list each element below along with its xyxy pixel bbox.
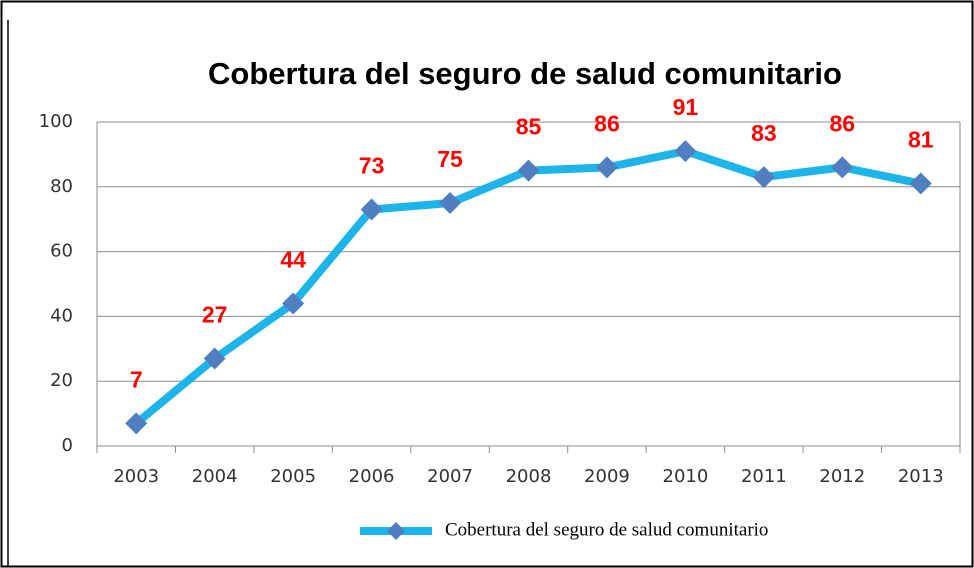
marker bbox=[595, 156, 618, 179]
x-tick-label: 2005 bbox=[270, 466, 316, 487]
y-tick-label: 20 bbox=[50, 370, 73, 391]
data-label: 86 bbox=[830, 110, 856, 136]
marker bbox=[517, 159, 540, 182]
data-label: 27 bbox=[202, 302, 228, 328]
y-tick-label: 100 bbox=[39, 111, 73, 132]
marker bbox=[125, 412, 148, 435]
x-tick-label: 2009 bbox=[584, 466, 630, 487]
legend-label: Cobertura del seguro de salud comunitari… bbox=[445, 519, 768, 540]
y-tick-label: 40 bbox=[50, 305, 73, 326]
data-label: 91 bbox=[673, 94, 699, 120]
y-tick-label: 0 bbox=[62, 435, 73, 456]
marker bbox=[282, 292, 305, 315]
data-label: 85 bbox=[516, 114, 542, 140]
data-label: 73 bbox=[359, 153, 385, 179]
y-tick-label: 60 bbox=[50, 241, 73, 262]
marker bbox=[674, 140, 697, 163]
x-tick-label: 2008 bbox=[506, 466, 552, 487]
marker bbox=[752, 166, 775, 189]
x-tick-label: 2006 bbox=[349, 466, 395, 487]
marker bbox=[439, 192, 462, 214]
data-label: 86 bbox=[594, 110, 620, 136]
marker bbox=[360, 198, 383, 221]
x-tick-label: 2010 bbox=[663, 466, 709, 487]
x-tick-label: 2007 bbox=[427, 466, 473, 487]
legend-marker bbox=[387, 522, 405, 540]
data-label: 83 bbox=[751, 120, 777, 146]
marker bbox=[909, 172, 932, 195]
data-label: 75 bbox=[437, 146, 463, 172]
data-label: 7 bbox=[130, 366, 143, 392]
data-label: 44 bbox=[280, 247, 306, 273]
chart-title: Cobertura del seguro de salud comunitari… bbox=[208, 56, 842, 91]
x-tick-label: 2012 bbox=[819, 466, 865, 487]
marker bbox=[831, 156, 854, 179]
x-tick-label: 2013 bbox=[898, 466, 944, 487]
x-tick-label: 2004 bbox=[192, 466, 238, 487]
marker bbox=[203, 347, 226, 370]
y-tick-label: 80 bbox=[50, 176, 73, 197]
x-tick-label: 2003 bbox=[113, 466, 159, 487]
x-tick-label: 2011 bbox=[741, 466, 787, 487]
data-label: 81 bbox=[908, 127, 934, 153]
series-line bbox=[132, 147, 925, 428]
